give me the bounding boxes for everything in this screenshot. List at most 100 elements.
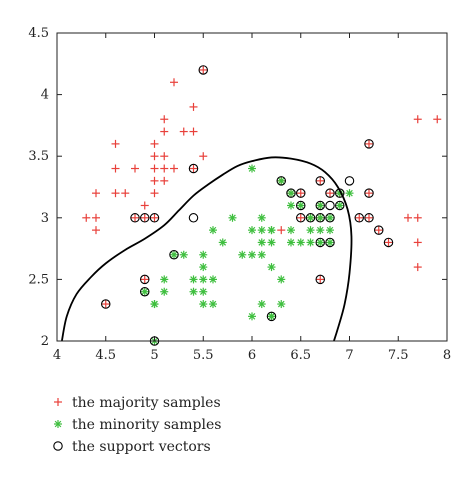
support-vector-point (325, 213, 335, 223)
majority-sample-point (316, 176, 325, 185)
majority-sample-point (140, 213, 149, 222)
support-vector-point (276, 176, 286, 186)
minority-sample-point (296, 238, 305, 247)
minority-sample-point (277, 176, 286, 185)
majority-sample-point (111, 139, 120, 148)
majority-sample-point (150, 176, 159, 185)
minority-sample-point (248, 164, 256, 173)
minority-sample-point (189, 275, 198, 284)
majority-sample-point (140, 275, 149, 284)
majority-sample-point (150, 139, 159, 148)
support-vector-point (188, 163, 199, 174)
minority-sample-point (189, 287, 198, 296)
majority-sample-point (92, 213, 100, 222)
minority-sample-point (345, 189, 354, 198)
support-vector-point (344, 176, 355, 186)
axes-frame (56, 32, 448, 342)
minority-sample-point (326, 238, 334, 247)
majority-sample-point (413, 213, 422, 222)
minority-sample-point (248, 226, 256, 235)
support-vector-point (305, 213, 316, 223)
minority-sample-point (326, 213, 334, 222)
support-vector-point (334, 200, 345, 211)
support-vector-point (364, 213, 374, 223)
x-tick-label: 7.5 (388, 348, 409, 363)
minority-sample-point (199, 263, 208, 272)
minority-sample-point (199, 275, 208, 284)
majority-sample-point (374, 226, 383, 235)
minority-sample-point (199, 287, 208, 296)
majority-sample-point (413, 238, 422, 247)
majority-sample-point (160, 176, 169, 185)
support-vector-point (130, 213, 140, 223)
majority-sample-point (199, 152, 208, 161)
majority-sample-point (365, 213, 373, 222)
x-tick-label: 5 (150, 348, 158, 363)
support-vector-point (315, 274, 325, 285)
majority-sample-point (365, 139, 373, 148)
minority-sample-point (287, 201, 295, 210)
majority-sample-point (277, 226, 286, 235)
minority-sample-point (335, 201, 344, 210)
legend: the majority samples the minority samples… (53, 395, 221, 455)
minority-sample-point (199, 250, 208, 259)
majority-sample-point (150, 152, 159, 161)
support-vector-point (315, 176, 325, 186)
legend-minority-marker (54, 420, 62, 428)
plot-points (82, 65, 442, 346)
minority-sample-point (140, 287, 149, 296)
x-tick-label: 4.5 (95, 348, 116, 363)
majority-sample-point (189, 102, 198, 111)
majority-sample-point (160, 115, 169, 124)
minority-sample-point (238, 250, 247, 259)
support-vector-point (188, 213, 199, 223)
majority-sample-point (160, 164, 169, 173)
support-vector-point (325, 188, 335, 198)
x-tick-label: 4 (53, 348, 61, 363)
majority-sample-point (296, 189, 305, 198)
minority-sample-point (267, 312, 276, 321)
majority-sample-point (384, 238, 393, 247)
support-vector-point (295, 188, 306, 198)
minority-sample-point (257, 226, 266, 235)
minority-sample-point (248, 250, 256, 259)
y-tick-label: 3.5 (28, 149, 49, 164)
majority-sample-point (170, 164, 178, 173)
support-vector-point (101, 299, 111, 309)
minority-sample-point (257, 300, 266, 309)
support-vector-point (295, 200, 306, 211)
support-vector-point (364, 188, 374, 198)
minority-sample-point (228, 213, 237, 222)
minority-sample-point (257, 250, 266, 259)
minority-sample-point (277, 300, 286, 309)
y-tick-label: 2 (41, 334, 49, 349)
minority-sample-point (160, 287, 169, 296)
legend-support-vector-marker (53, 441, 63, 451)
legend-label: the support vectors (72, 439, 211, 455)
support-vector-point (169, 250, 179, 260)
minority-sample-point (248, 312, 256, 321)
support-vector-point (315, 213, 325, 223)
minority-sample-point (170, 250, 178, 259)
support-vector-point (373, 225, 384, 235)
minority-sample-point (199, 300, 208, 309)
legend-majority-marker (54, 398, 62, 406)
y-tick-label: 4.5 (28, 26, 49, 41)
minority-sample-point (287, 226, 295, 235)
majority-sample-point (82, 213, 91, 222)
majority-sample-point (131, 164, 139, 173)
support-vector-point (364, 139, 374, 149)
minority-sample-point (209, 275, 217, 284)
x-tick-label: 5.5 (193, 348, 214, 363)
legend-label: the majority samples (72, 395, 221, 411)
support-vector-point (325, 200, 335, 211)
majority-sample-point (101, 300, 110, 309)
majority-sample-point (150, 213, 159, 222)
support-vector-point (315, 200, 325, 211)
majority-sample-point (326, 189, 334, 198)
minority-sample-point (267, 263, 276, 272)
support-vector-point (286, 188, 296, 198)
majority-sample-point (413, 263, 422, 272)
minority-sample-point (306, 238, 315, 247)
